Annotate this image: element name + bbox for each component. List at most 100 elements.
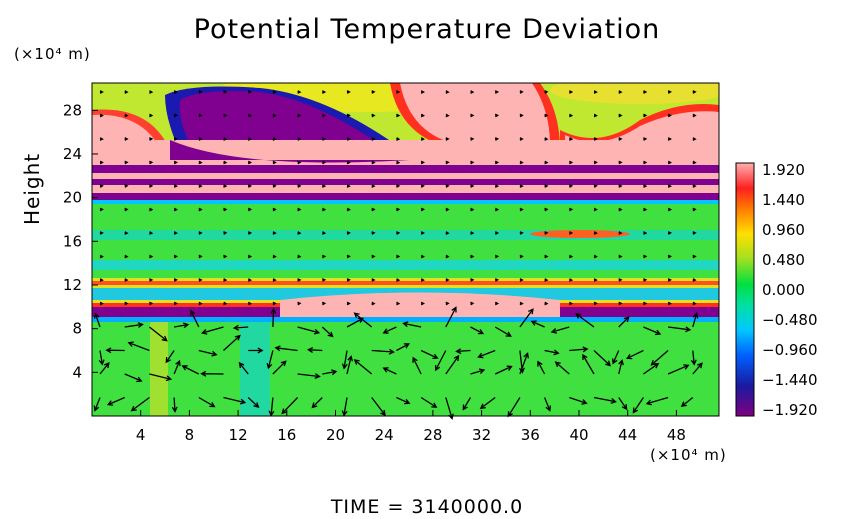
- wind-arrow: [494, 160, 500, 165]
- wind-arrow: [198, 349, 218, 357]
- wind-arrow: [544, 278, 549, 282]
- wind-arrow: [124, 160, 129, 165]
- wind-arrow: [650, 350, 669, 366]
- wind-arrow: [173, 160, 178, 165]
- wind-arrow: [223, 301, 228, 306]
- wind-arrow: [124, 137, 129, 141]
- wind-arrow: [544, 231, 549, 235]
- wind-arrow: [322, 369, 338, 376]
- wind-arrow: [618, 184, 623, 188]
- wind-arrow: [494, 90, 500, 94]
- wind-arrow: [127, 341, 150, 352]
- time-footer: TIME = 3140000.0: [330, 496, 524, 518]
- colorbar-tick-label: −1.920: [762, 401, 818, 419]
- wind-arrow: [494, 113, 500, 118]
- wind-arrow: [667, 301, 672, 306]
- wind-arrow: [692, 254, 697, 259]
- wind-arrow: [612, 350, 620, 365]
- wind-arrow: [667, 137, 672, 141]
- wind-arrow: [173, 207, 178, 212]
- wind-arrow: [149, 90, 154, 94]
- wind-arrow: [618, 316, 630, 328]
- wind-arrow: [270, 307, 277, 328]
- wind-arrow: [371, 348, 395, 355]
- wind-arrow: [149, 160, 154, 165]
- wind-arrow: [396, 301, 401, 306]
- wind-arrow: [382, 326, 397, 334]
- wind-arrow: [544, 207, 549, 212]
- wind-arrow: [149, 231, 154, 235]
- wind-arrow: [618, 137, 623, 141]
- wind-arrow: [470, 231, 475, 235]
- wind-arrow: [593, 231, 598, 235]
- wind-arrow: [297, 301, 302, 306]
- wind-arrow: [171, 397, 178, 413]
- wind-arrow: [268, 397, 275, 417]
- wind-arrow: [643, 137, 648, 141]
- colorbar-tick-label: −1.440: [762, 371, 818, 389]
- wind-arrow: [272, 137, 277, 141]
- x-tick-label: 16: [277, 426, 296, 444]
- wind-arrow: [494, 137, 500, 141]
- wind-arrow: [272, 207, 277, 212]
- wind-arrow: [618, 278, 623, 282]
- wind-arrow: [198, 301, 203, 306]
- wind-arrow: [544, 349, 560, 356]
- wind-arrow: [99, 362, 110, 375]
- wind-arrow: [618, 397, 628, 411]
- wind-arrow: [420, 137, 425, 141]
- wind-arrow: [371, 278, 376, 282]
- y-tick-label: 8: [72, 320, 82, 338]
- x-tick-label: 28: [423, 426, 442, 444]
- wind-arrow: [274, 345, 298, 352]
- wind-arrow: [322, 207, 327, 212]
- wind-arrow: [667, 160, 672, 165]
- wind-arrow: [420, 184, 425, 188]
- wind-arrow: [667, 364, 690, 375]
- wind-arrow: [396, 207, 401, 212]
- wind-arrow: [420, 90, 425, 94]
- wind-arrow: [371, 160, 376, 165]
- chart-title: Potential Temperature Deviation: [193, 14, 661, 45]
- wind-arrow: [445, 184, 450, 188]
- wind-arrow: [519, 184, 524, 188]
- wind-arrow: [544, 137, 549, 141]
- wind-arrow: [593, 160, 598, 165]
- y-axis-units: (×10⁴ m): [14, 45, 91, 63]
- wind-arrow: [198, 90, 203, 94]
- wind-arrow: [593, 90, 598, 94]
- wind-arrow: [420, 207, 425, 212]
- x-tick-label: 48: [667, 426, 686, 444]
- wind-arrow: [692, 113, 697, 118]
- wind-arrow: [223, 90, 228, 94]
- wind-arrow: [667, 90, 672, 94]
- wind-arrow: [519, 301, 524, 306]
- wind-arrow: [223, 184, 228, 188]
- wind-arrow: [148, 326, 168, 342]
- wind-arrow: [322, 160, 327, 165]
- x-axis-units: (×10⁴ m): [650, 446, 727, 464]
- wind-arrow: [667, 113, 672, 118]
- wind-arrow: [643, 326, 662, 336]
- wind-arrow: [692, 207, 697, 212]
- wind-arrow: [124, 90, 129, 94]
- wind-arrow: [445, 254, 450, 259]
- wind-arrow: [455, 348, 471, 355]
- wind-vectors: [93, 90, 703, 420]
- wind-arrow: [98, 350, 105, 366]
- wind-arrow: [593, 301, 598, 306]
- wind-arrow: [632, 397, 644, 414]
- colorbar-tick-label: 0.960: [762, 221, 805, 239]
- wind-arrow: [434, 350, 447, 372]
- colorbar-tick-label: −0.960: [762, 341, 818, 359]
- wind-arrow: [124, 207, 129, 212]
- wind-arrow: [396, 160, 401, 165]
- colorbar: [735, 162, 755, 417]
- wind-arrow: [248, 347, 264, 354]
- wind-arrow: [519, 160, 524, 165]
- wind-arrow: [247, 254, 253, 259]
- colorbar-tick-label: 1.920: [762, 161, 805, 179]
- wind-arrow: [593, 184, 598, 188]
- wind-arrow: [247, 90, 253, 94]
- wind-arrow: [420, 278, 425, 282]
